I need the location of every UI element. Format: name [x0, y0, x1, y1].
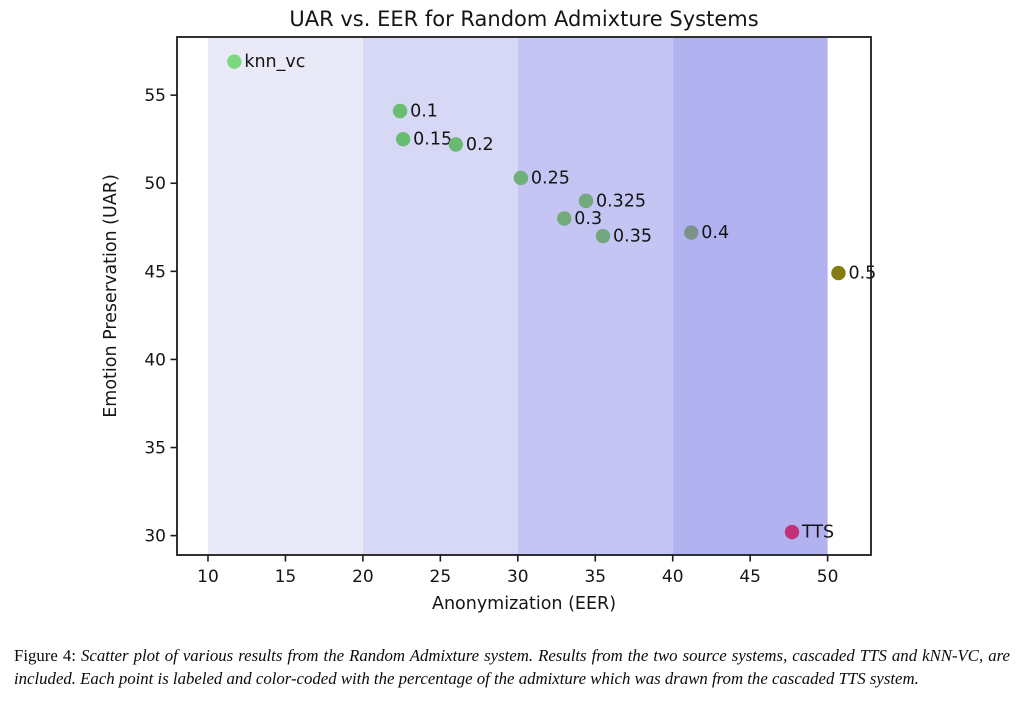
point-label-0.5: 0.5 [848, 264, 876, 284]
scatter-point-0.1 [392, 103, 408, 119]
scatter-point-0.25 [513, 170, 529, 186]
point-label-0.325: 0.325 [596, 191, 646, 211]
point-label-0.4: 0.4 [701, 223, 729, 243]
scatter-point-knn_vc [227, 54, 242, 69]
y-tick-label: 45 [144, 262, 166, 282]
scatter-point-0.3 [557, 211, 572, 226]
y-axis-label: Emotion Preservation (UAR) [101, 174, 121, 418]
x-tick-label: 50 [817, 567, 839, 587]
scatter-point-0.35 [595, 228, 611, 244]
scatter-point-0.5 [831, 265, 846, 281]
x-tick-label: 10 [197, 567, 219, 587]
figure-caption: Figure 4: Scatter plot of various result… [14, 645, 1010, 690]
y-tick-label: 30 [144, 527, 166, 547]
point-label-knn_vc: knn_vc [244, 52, 305, 72]
background-band-2 [517, 37, 673, 555]
x-tick-label: 40 [662, 567, 684, 587]
point-label-0.15: 0.15 [413, 130, 452, 150]
x-tick-label: 20 [352, 567, 374, 587]
chart-title: UAR vs. EER for Random Admixture Systems [289, 7, 758, 31]
point-label-0.3: 0.3 [574, 209, 602, 229]
point-label-0.2: 0.2 [466, 135, 494, 155]
y-tick-label: 40 [144, 350, 166, 370]
x-tick-label: 45 [739, 567, 761, 587]
scatter-figure: 10 15 20 25 30 35 40 45 50 30 35 40 45 50 55 UAR vs. EE… [101, 7, 876, 614]
scatter-point-0.325 [578, 193, 594, 209]
figure-caption-label: Figure 4: [14, 646, 76, 665]
scatter-chart: 10 15 20 25 30 35 40 45 50 30 35 40 45 50 55 UAR vs. EE… [101, 7, 876, 614]
y-tick-label: 55 [144, 86, 166, 106]
plot-frame [176, 36, 872, 556]
x-tick-label: 25 [430, 567, 452, 587]
scatter-point-0.15 [395, 131, 411, 147]
y-tick-label: 50 [144, 174, 166, 194]
point-label-TTS: TTS [801, 523, 834, 543]
scatter-point-TTS [784, 524, 800, 540]
scatter-point-0.2 [448, 137, 464, 152]
scatter-point-0.4 [684, 225, 699, 240]
point-label-0.25: 0.25 [531, 168, 570, 188]
background-band-3 [672, 37, 828, 555]
point-label-0.1: 0.1 [410, 102, 438, 122]
background-band-1 [362, 37, 518, 555]
x-tick-label: 35 [584, 567, 606, 587]
x-tick-label: 30 [507, 567, 529, 587]
x-axis-label: Anonymization (EER) [432, 594, 616, 614]
point-label-0.35: 0.35 [613, 227, 652, 247]
x-tick-label: 15 [275, 567, 297, 587]
figure-caption-text: Scatter plot of various results from the… [14, 646, 1010, 688]
y-tick-label: 35 [144, 439, 166, 459]
background-band-0 [207, 37, 363, 555]
